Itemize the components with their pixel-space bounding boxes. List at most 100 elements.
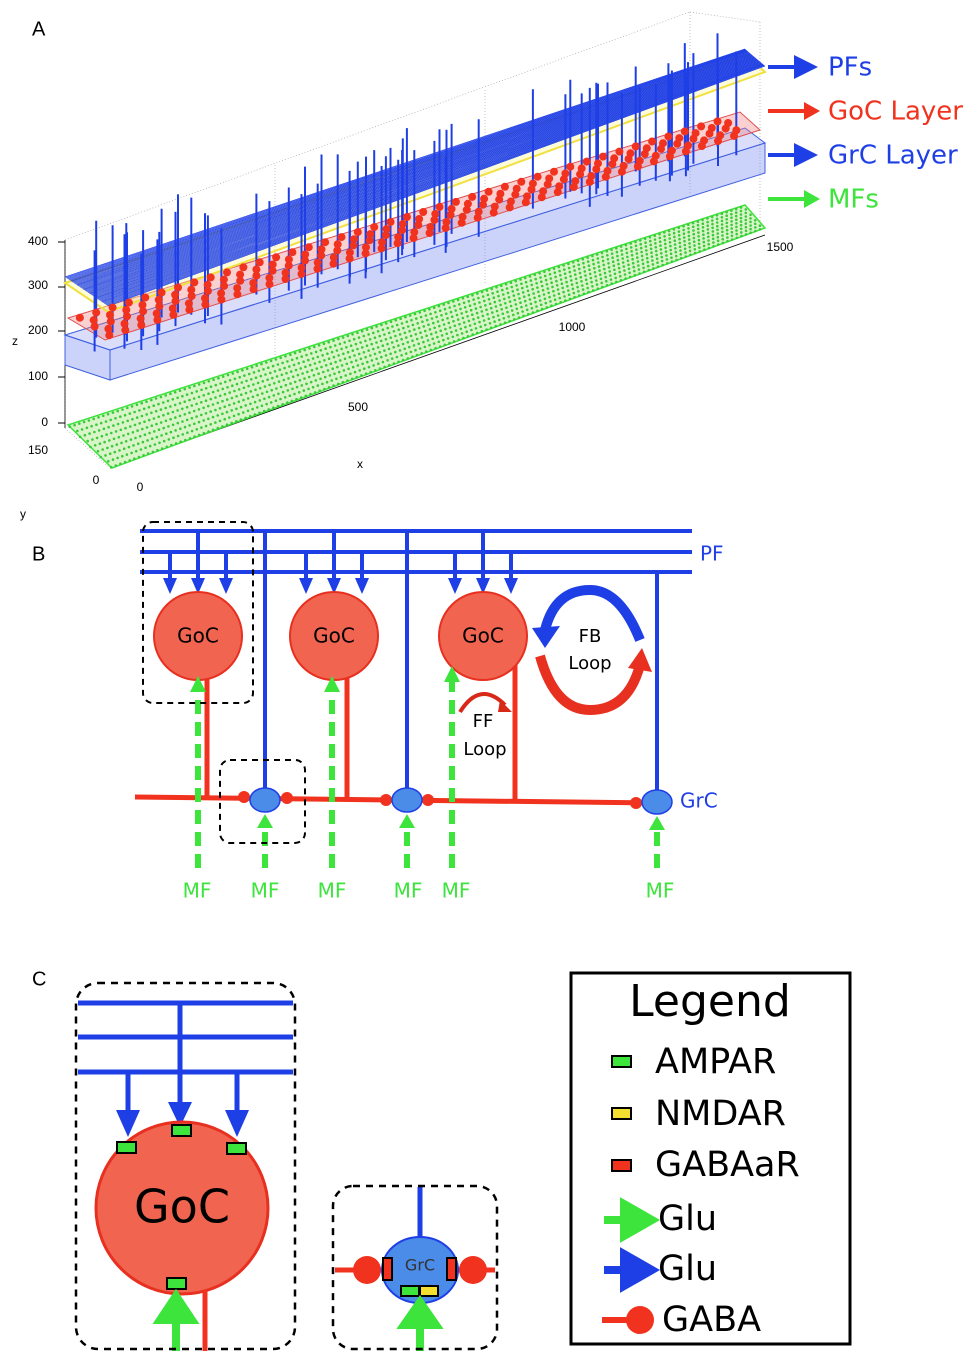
mf-dot bbox=[227, 374, 230, 377]
mf-dot bbox=[265, 403, 268, 406]
mf-dot bbox=[347, 335, 350, 338]
mf-dot bbox=[138, 456, 141, 459]
mf-dot bbox=[678, 238, 681, 241]
mf-dot bbox=[438, 341, 441, 344]
mf-dot bbox=[186, 406, 189, 409]
mf-dot bbox=[212, 403, 215, 406]
mf-dot bbox=[553, 267, 556, 270]
mf-dot bbox=[625, 248, 628, 251]
receptor bbox=[383, 1258, 392, 1280]
mf-dot bbox=[115, 430, 118, 433]
synapse bbox=[281, 792, 293, 804]
mf-dot bbox=[314, 362, 317, 365]
mf-dot bbox=[701, 219, 704, 222]
mf-dot bbox=[155, 410, 158, 413]
mf-dot bbox=[556, 284, 559, 287]
mf-dot bbox=[452, 336, 455, 339]
mf-dot bbox=[503, 298, 506, 301]
mf-dot bbox=[340, 376, 343, 379]
mf-dot bbox=[142, 454, 145, 457]
mf-dot bbox=[740, 206, 743, 209]
mf-dot bbox=[200, 426, 203, 429]
mf-dot bbox=[464, 306, 467, 309]
mf-dot bbox=[255, 364, 258, 367]
mf-dot bbox=[652, 263, 655, 266]
mf-dot bbox=[606, 284, 609, 287]
mf-dot bbox=[266, 391, 269, 394]
goc-dot bbox=[378, 244, 386, 252]
z-tick: 200 bbox=[28, 323, 48, 337]
mf-dot bbox=[444, 344, 447, 347]
mf-dot bbox=[460, 328, 463, 331]
mf-dot bbox=[458, 338, 461, 341]
mf-dot bbox=[212, 416, 215, 419]
mf-dot bbox=[703, 245, 706, 248]
mf-dot bbox=[479, 325, 482, 328]
mf-dot bbox=[539, 276, 542, 279]
goc-dot bbox=[109, 304, 117, 312]
mf-dot bbox=[549, 273, 552, 276]
mf-dot bbox=[594, 271, 597, 274]
mf-dot bbox=[406, 321, 409, 324]
mf-dot bbox=[79, 436, 82, 439]
mf-dot bbox=[688, 235, 691, 238]
mf-dot bbox=[453, 305, 456, 308]
goc-dot bbox=[333, 246, 341, 254]
mf-dot bbox=[342, 381, 345, 384]
mf-dot bbox=[735, 208, 738, 211]
mf-dot bbox=[725, 211, 728, 214]
mf-dot bbox=[536, 310, 539, 313]
mf-label: MF bbox=[442, 879, 471, 903]
mf-dot bbox=[668, 230, 671, 233]
mf-dot bbox=[253, 371, 256, 374]
mf-dot bbox=[465, 330, 468, 333]
mf-dot bbox=[358, 369, 361, 372]
mf-dot bbox=[119, 463, 122, 466]
mf-dot bbox=[413, 344, 416, 347]
mf-dot bbox=[142, 441, 145, 444]
mf-dot bbox=[522, 291, 525, 294]
mf-dot bbox=[167, 400, 170, 403]
arrowhead bbox=[532, 626, 560, 648]
mf-dot bbox=[525, 281, 528, 284]
mf-dot bbox=[721, 212, 724, 215]
mf-dot bbox=[476, 292, 479, 295]
mf-dot bbox=[179, 389, 182, 392]
mf-dot bbox=[601, 286, 604, 289]
mf-dot bbox=[130, 452, 133, 455]
goc-dot bbox=[576, 170, 584, 178]
mf-dot bbox=[405, 336, 408, 339]
mf-dot bbox=[459, 308, 462, 311]
goc-dot bbox=[382, 231, 390, 239]
grc-label: GrC bbox=[405, 1256, 435, 1275]
mf-dot bbox=[436, 336, 439, 339]
goc-dot bbox=[158, 289, 166, 297]
mf-dot bbox=[167, 412, 170, 415]
mf-dot bbox=[114, 451, 117, 454]
mf-dot bbox=[342, 336, 345, 339]
mf-dot bbox=[277, 393, 280, 396]
mf-dot bbox=[118, 436, 121, 439]
mf-dot bbox=[385, 338, 388, 341]
mf-dot bbox=[356, 332, 359, 335]
mf-dot bbox=[270, 360, 273, 363]
mf-dot bbox=[203, 432, 206, 435]
mf-dot bbox=[431, 317, 434, 320]
mf-dot bbox=[547, 287, 550, 290]
mf-dot bbox=[235, 395, 238, 398]
mf-dot bbox=[475, 307, 478, 310]
mf-dot bbox=[196, 428, 199, 431]
mf-dot bbox=[269, 372, 272, 375]
goc-dot bbox=[468, 193, 476, 201]
mf-dot bbox=[692, 222, 695, 225]
goc-label: GoC bbox=[177, 624, 219, 648]
mf-dot bbox=[543, 293, 546, 296]
mf-dot bbox=[174, 429, 177, 432]
mf-dot bbox=[749, 217, 752, 220]
z-tick: 300 bbox=[28, 278, 48, 292]
mf-dot bbox=[181, 408, 184, 411]
goc-dot bbox=[599, 153, 607, 161]
mf-dot bbox=[315, 379, 318, 382]
mf-dot bbox=[486, 289, 489, 292]
mf-dot bbox=[659, 240, 662, 243]
